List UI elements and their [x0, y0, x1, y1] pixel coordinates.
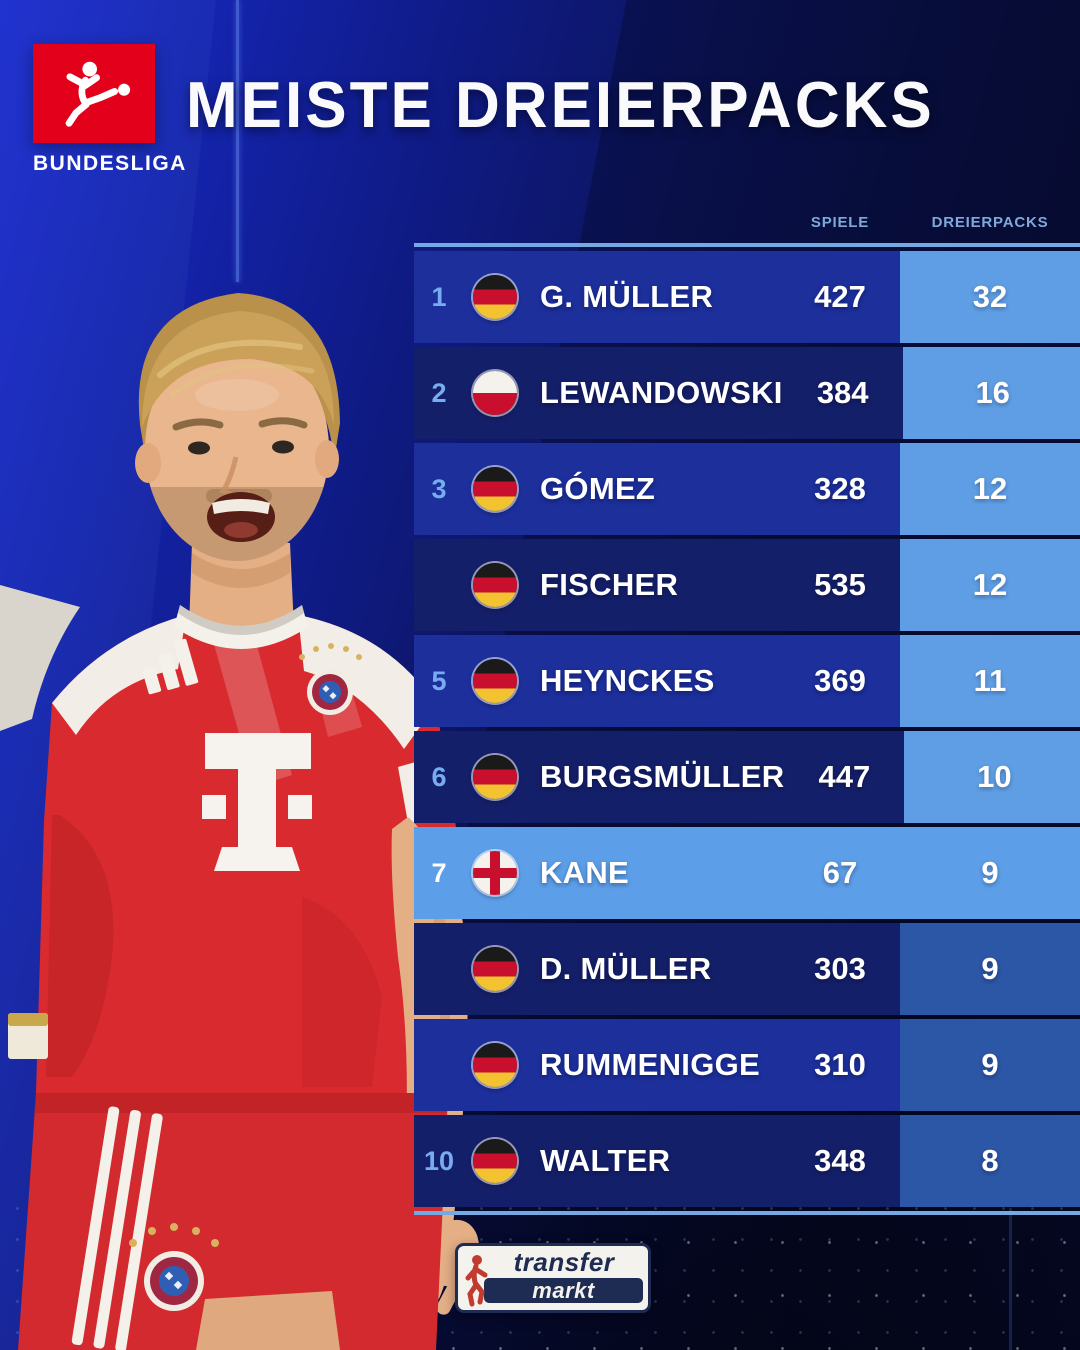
player-name: LEWANDOWSKI [540, 375, 783, 410]
table-row: RUMMENIGGE 310 9 [414, 1019, 1080, 1111]
rank-label [414, 923, 464, 1015]
telekom-logo-icon [202, 733, 312, 871]
table-row: FISCHER 535 12 [414, 539, 1080, 631]
flag-icon [473, 371, 517, 415]
flag-cell [464, 923, 526, 1015]
player-name: KANE [540, 855, 630, 890]
bundesliga-logo: BUNDESLIGA [33, 44, 187, 176]
rank-label: 5 [431, 665, 447, 696]
bundesliga-player-icon [65, 61, 131, 127]
table-row: 5 HEYNCKES 369 11 [414, 635, 1080, 727]
dreierpacks-value: 11 [900, 635, 1080, 727]
table-row: 2 LEWANDOWSKI 384 16 [414, 347, 1080, 439]
flag-cell [464, 443, 526, 535]
dreierpacks-value: 9 [981, 855, 999, 890]
rank-label: 6 [431, 761, 447, 792]
spiele-value: 384 [816, 375, 869, 410]
flag-cell [464, 251, 526, 343]
flag-icon [473, 659, 517, 703]
dreierpacks-value: 12 [900, 443, 1080, 535]
bundesliga-wordmark: BUNDESLIGA [33, 152, 187, 175]
spiele-value: 67 [822, 855, 858, 890]
table-row: 7 KANE 67 9 [414, 827, 1080, 919]
spiele-value: 303 [814, 951, 866, 986]
flag-cell [464, 827, 526, 919]
player-face [135, 311, 339, 561]
flag-icon [473, 467, 517, 511]
player-name: HEYNCKES [540, 663, 715, 698]
rank-label [414, 1019, 464, 1111]
player-name: GÓMEZ [540, 471, 656, 506]
dreierpacks-value: 12 [900, 539, 1080, 631]
dreierpacks-value: 10 [904, 731, 1080, 823]
bundesliga-logo-icon [33, 44, 155, 143]
table-row: 3 GÓMEZ 328 12 [414, 443, 1080, 535]
page-title: MEISTE DREIERPACKS [186, 69, 935, 142]
column-header-spiele: SPIELE [810, 213, 870, 231]
transfermarkt-word-bottom: markt [484, 1278, 643, 1303]
transfermarkt-word-top: transfer [513, 1246, 615, 1277]
player-name: BURGSMÜLLER [540, 759, 785, 794]
table-rows: 1 G. MÜLLER 427 32 2 LEWANDOWSKI 384 1 6 … [414, 251, 1080, 1207]
dreierpacks-value: 8 [900, 1115, 1080, 1207]
table-top-border [414, 243, 1080, 247]
spiele-value: 535 [814, 567, 866, 602]
flag-cell [464, 1115, 526, 1207]
dreierpacks-value: 16 [902, 347, 1080, 439]
transfermarkt-player-icon [465, 1255, 488, 1307]
spiele-value: 348 [814, 1143, 866, 1178]
rank-label [414, 539, 464, 631]
player-photo-illustration [0, 293, 497, 1350]
rank-label: 1 [431, 281, 447, 312]
rank-label: 3 [431, 473, 447, 504]
flag-cell [464, 731, 526, 823]
table-bottom-border [414, 1211, 1080, 1215]
flag-icon [473, 851, 517, 895]
dreierpacks-value: 9 [900, 923, 1080, 1015]
spiele-value: 369 [814, 663, 866, 698]
dreierpacks-value: 32 [900, 251, 1080, 343]
spiele-value: 328 [814, 471, 866, 506]
flag-cell [464, 539, 526, 631]
rank-label: 7 [431, 857, 447, 888]
flag-icon [473, 275, 517, 319]
background-light-streak [1009, 1208, 1012, 1350]
table-header: SPIELE DREIERPACKS [414, 205, 1080, 239]
flag-icon [473, 563, 517, 607]
dreierpacks-value: 9 [900, 1019, 1080, 1111]
rank-label: 2 [431, 377, 447, 408]
player-name: G. MÜLLER [540, 279, 714, 314]
table-row: 1 G. MÜLLER 427 32 [414, 251, 1080, 343]
adidas-logo-icon [142, 638, 199, 695]
stats-table: SPIELE DREIERPACKS 1 G. MÜLLER 427 32 2 … [414, 205, 1080, 1215]
spiele-value: 427 [814, 279, 866, 314]
table-row: 6 BURGSMÜLLER 447 10 [414, 731, 1080, 823]
flag-cell [464, 635, 526, 727]
flag-icon [473, 1043, 517, 1087]
player-name: WALTER [540, 1143, 671, 1178]
flag-icon [473, 1139, 517, 1183]
flag-cell [464, 347, 526, 439]
flag-icon [473, 755, 517, 799]
spiele-value: 310 [814, 1047, 866, 1082]
player-name: FISCHER [540, 567, 679, 602]
bayern-crest-icon [299, 643, 362, 715]
rank-label: 10 [423, 1145, 455, 1176]
background-light-streak [236, 0, 239, 282]
spiele-value: 447 [818, 759, 871, 794]
player-name: D. MÜLLER [540, 951, 712, 986]
table-row: 10 WALTER 348 8 [414, 1115, 1080, 1207]
flag-icon [473, 947, 517, 991]
flag-cell [464, 1019, 526, 1111]
transfermarkt-logo: transfer markt [455, 1243, 651, 1313]
table-row: D. MÜLLER 303 9 [414, 923, 1080, 1015]
bayern-crest-icon [129, 1223, 219, 1311]
player-name: RUMMENIGGE [540, 1047, 760, 1082]
column-header-dreierpacks: DREIERPACKS [931, 213, 1049, 231]
